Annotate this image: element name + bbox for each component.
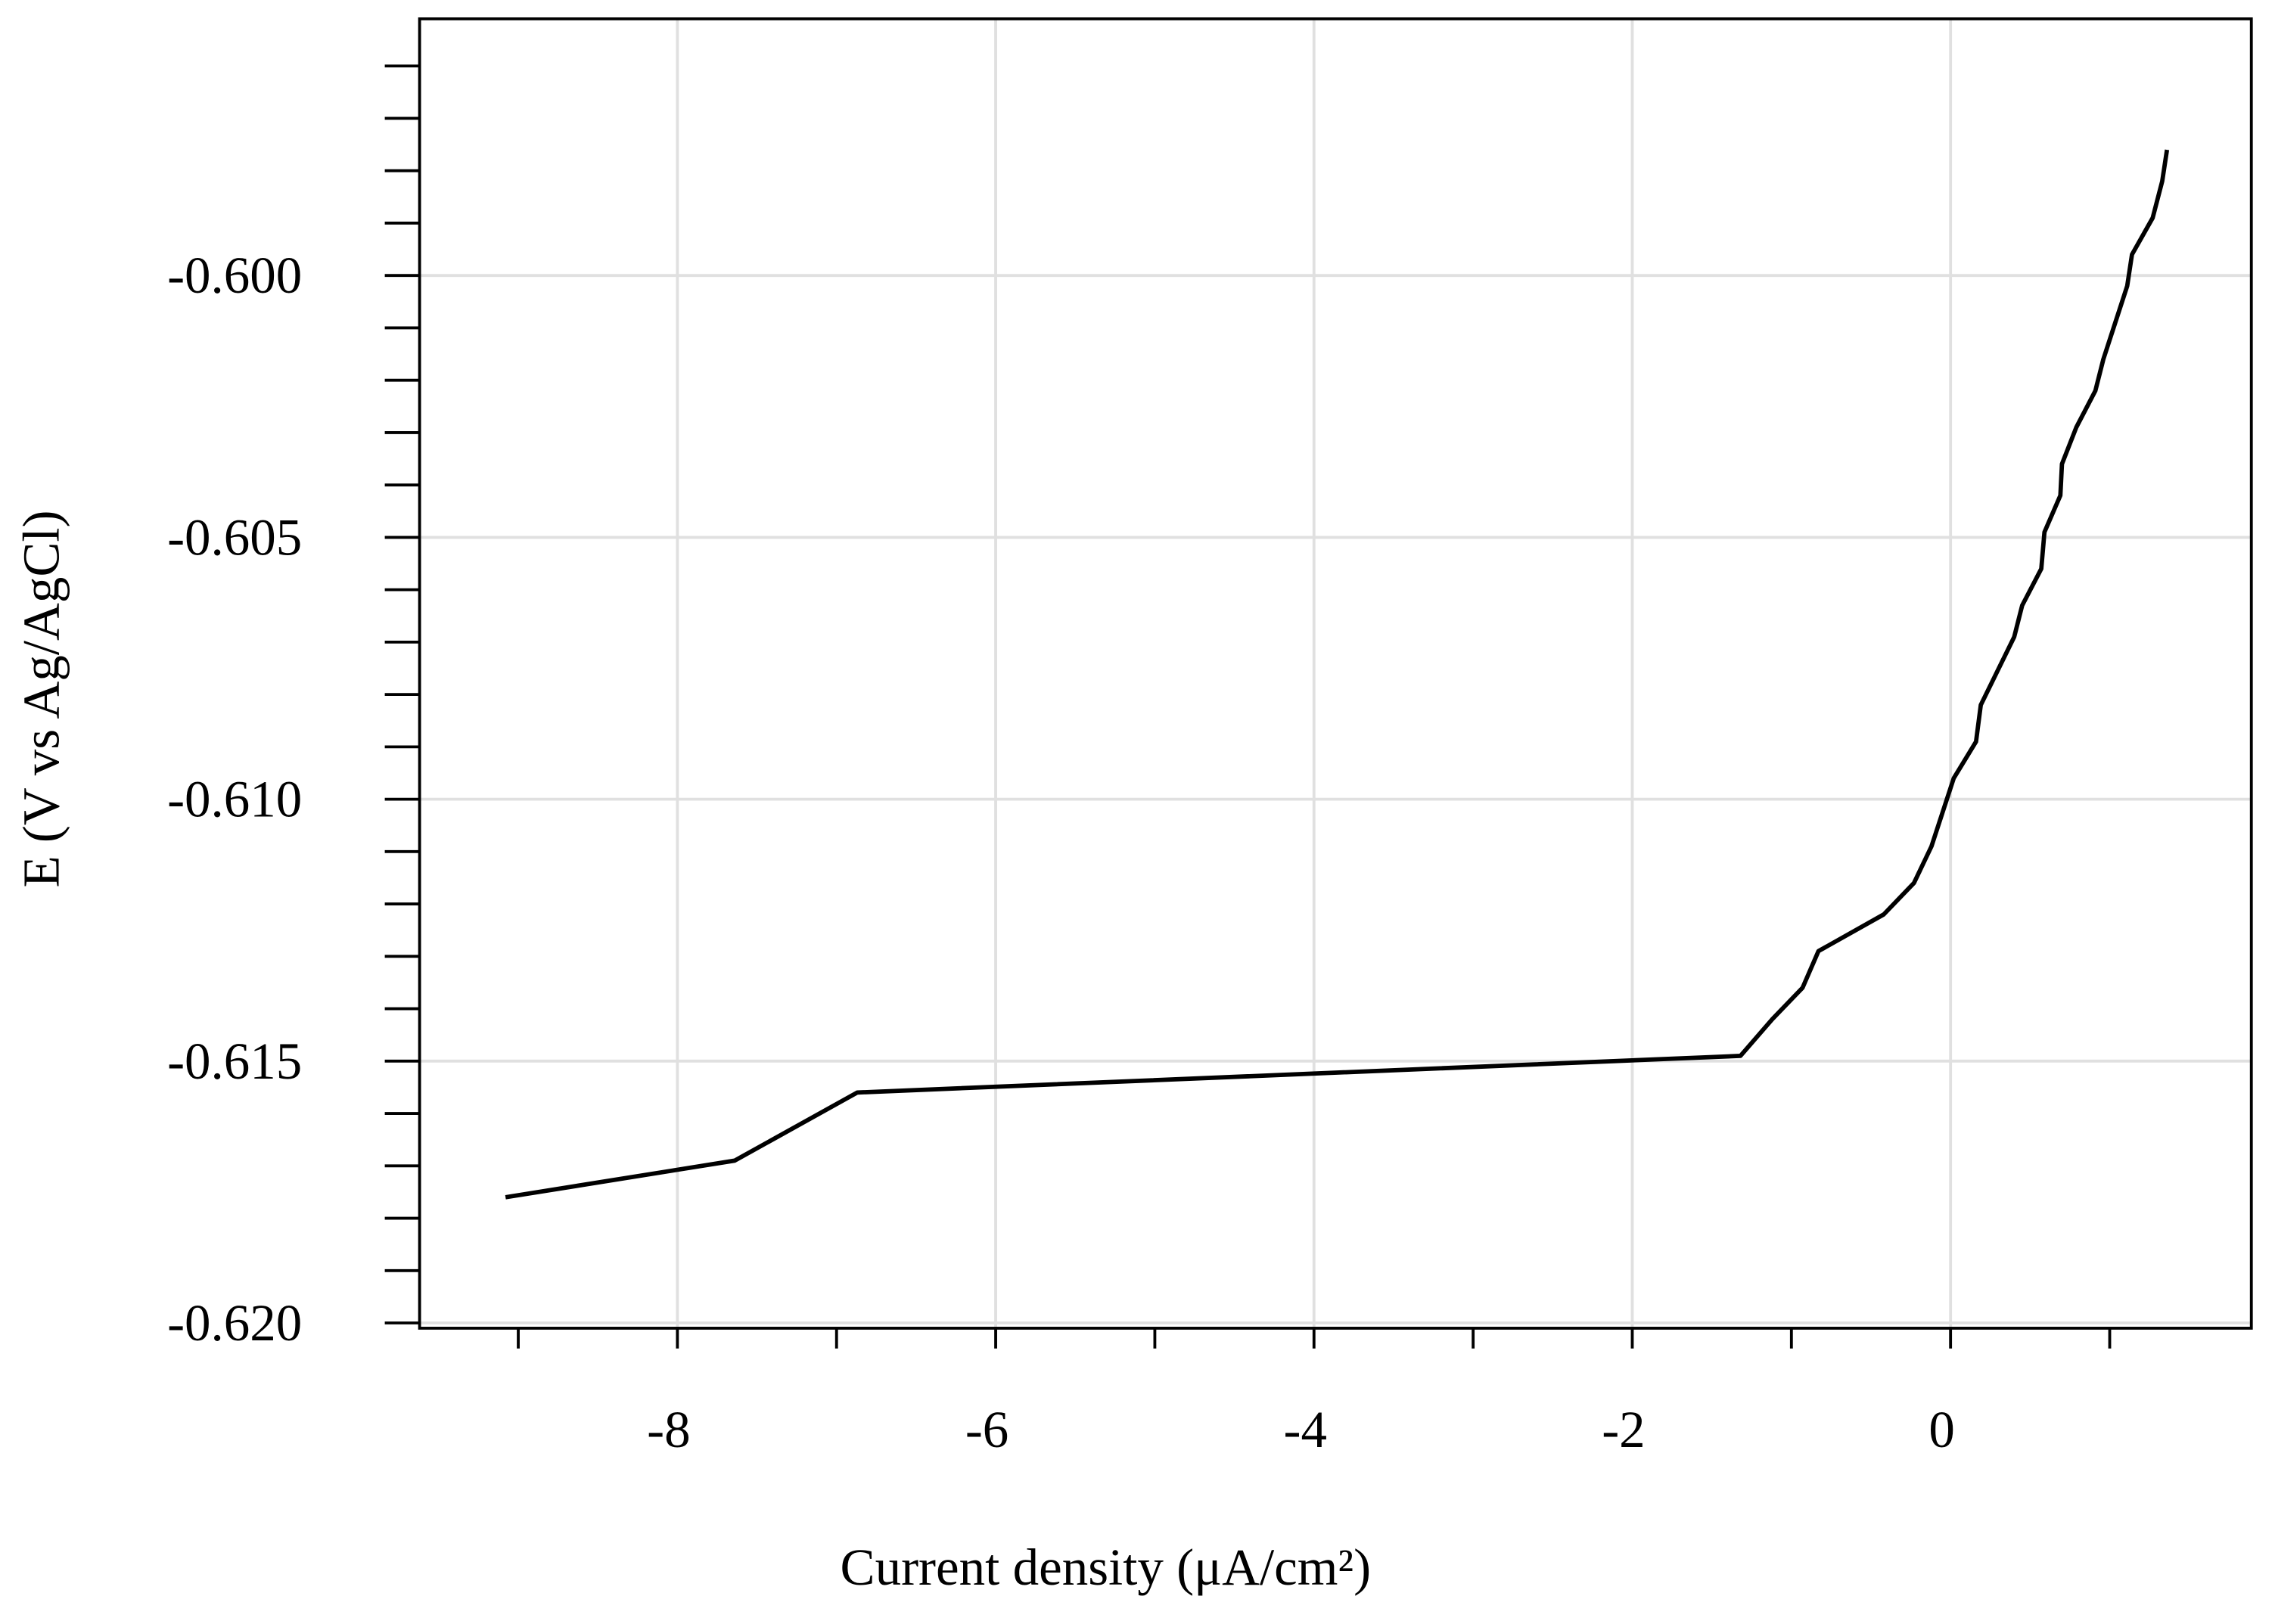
x-axis-label: Current density (μA/cm²): [841, 1539, 1372, 1596]
data-line: [505, 149, 2170, 1200]
y-tick-label: -0.620: [167, 1294, 302, 1352]
plot-frame: [418, 17, 2253, 1330]
y-tick-label: -0.610: [167, 771, 302, 828]
plot-area: [505, 149, 2170, 1200]
grid: [419, 18, 2252, 1328]
x-tick-label: 0: [1928, 1401, 1955, 1458]
y-tick-label: -0.600: [167, 247, 302, 304]
y-tick-label: -0.615: [167, 1032, 302, 1090]
axes: -8 -6 -4 -2 0 -0.600 -0.605 -0.610 -0.615 -0.620: [167, 64, 2112, 1458]
x-tick-label: -4: [1284, 1401, 1327, 1458]
y-tick-label: -0.605: [167, 508, 302, 566]
x-tick-label: -6: [965, 1401, 1009, 1458]
x-tick-label: -2: [1602, 1401, 1645, 1458]
x-tick-label: -8: [647, 1401, 690, 1458]
y-axis-label: E (V vs Ag/AgCl): [12, 510, 70, 887]
